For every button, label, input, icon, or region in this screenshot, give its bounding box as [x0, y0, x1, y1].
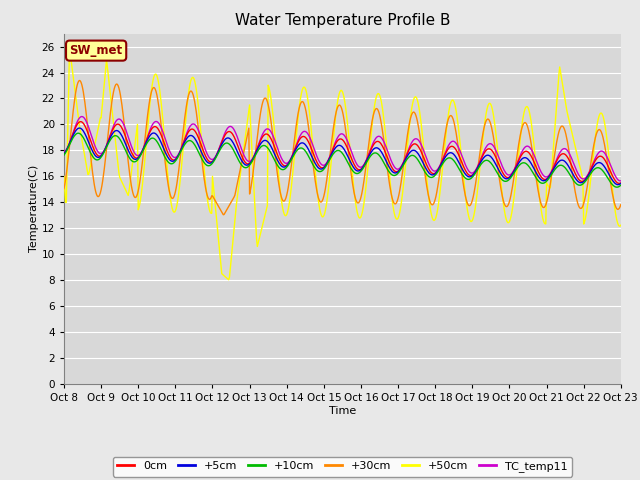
+50cm: [207, 210, 215, 216]
+30cm: [60, 186, 68, 192]
TC_temp11: [207, 156, 215, 162]
TC_temp11: [444, 144, 451, 150]
+10cm: [617, 182, 625, 188]
+10cm: [389, 172, 397, 178]
TC_temp11: [78, 114, 86, 120]
+10cm: [444, 156, 451, 161]
+5cm: [566, 167, 574, 173]
+50cm: [60, 173, 68, 179]
+5cm: [335, 143, 342, 148]
+5cm: [389, 169, 397, 175]
+50cm: [335, 91, 343, 96]
+50cm: [183, 104, 191, 109]
+50cm: [445, 112, 452, 118]
+30cm: [183, 100, 191, 106]
0cm: [566, 160, 574, 166]
Line: 0cm: 0cm: [64, 122, 621, 183]
+5cm: [444, 151, 451, 157]
Y-axis label: Temperature(C): Temperature(C): [29, 165, 39, 252]
+5cm: [207, 160, 215, 166]
+30cm: [335, 102, 343, 108]
+5cm: [617, 180, 625, 186]
+50cm: [390, 206, 397, 212]
TC_temp11: [616, 178, 624, 184]
TC_temp11: [60, 149, 68, 155]
+5cm: [614, 182, 621, 188]
+10cm: [566, 173, 574, 179]
Title: Water Temperature Profile B: Water Temperature Profile B: [235, 13, 450, 28]
0cm: [183, 132, 191, 137]
+50cm: [568, 127, 575, 133]
+10cm: [207, 162, 215, 168]
+30cm: [568, 164, 575, 169]
0cm: [616, 180, 623, 186]
TC_temp11: [617, 178, 625, 184]
Line: +30cm: +30cm: [64, 81, 621, 215]
TC_temp11: [335, 133, 342, 139]
+10cm: [60, 152, 68, 158]
+50cm: [617, 222, 625, 228]
+30cm: [76, 78, 83, 84]
0cm: [389, 166, 397, 172]
+30cm: [220, 212, 227, 217]
+50cm: [225, 277, 232, 283]
+10cm: [183, 139, 191, 144]
+30cm: [207, 195, 215, 201]
+10cm: [613, 184, 621, 190]
+10cm: [335, 147, 342, 153]
Line: +50cm: +50cm: [64, 53, 621, 280]
X-axis label: Time: Time: [329, 406, 356, 416]
0cm: [444, 147, 451, 153]
0cm: [207, 159, 215, 165]
+5cm: [76, 125, 83, 131]
+50cm: [65, 50, 73, 56]
Legend: 0cm, +5cm, +10cm, +30cm, +50cm, TC_temp11: 0cm, +5cm, +10cm, +30cm, +50cm, TC_temp1…: [113, 457, 572, 477]
0cm: [335, 137, 342, 143]
TC_temp11: [566, 153, 574, 159]
TC_temp11: [389, 161, 397, 167]
+10cm: [74, 131, 82, 136]
+5cm: [183, 135, 191, 141]
+30cm: [390, 199, 397, 205]
Line: +10cm: +10cm: [64, 133, 621, 187]
0cm: [77, 119, 85, 125]
0cm: [617, 180, 625, 186]
+30cm: [445, 116, 452, 122]
Line: +5cm: +5cm: [64, 128, 621, 185]
Line: TC_temp11: TC_temp11: [64, 117, 621, 181]
+5cm: [60, 151, 68, 157]
Text: SW_met: SW_met: [70, 44, 123, 57]
TC_temp11: [183, 130, 191, 135]
+30cm: [617, 202, 625, 207]
0cm: [60, 151, 68, 156]
